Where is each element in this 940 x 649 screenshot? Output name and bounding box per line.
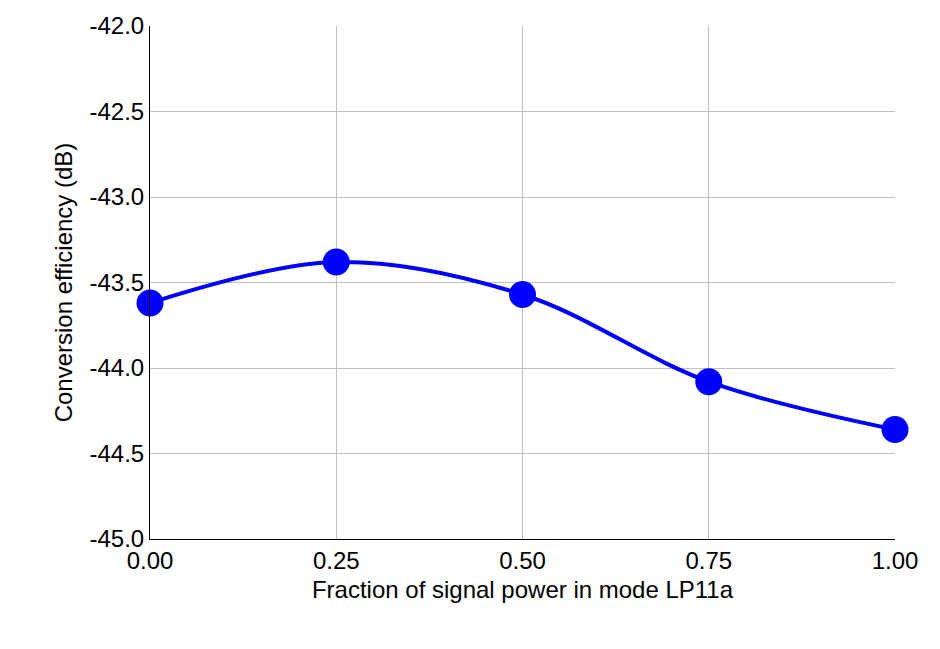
svg-text:-43.0: -43.0: [89, 183, 144, 210]
svg-text:0.50: 0.50: [499, 547, 546, 574]
svg-text:-42.5: -42.5: [89, 98, 144, 125]
svg-text:-42.0: -42.0: [89, 12, 144, 39]
svg-text:-44.5: -44.5: [89, 440, 144, 467]
svg-text:-44.0: -44.0: [89, 354, 144, 381]
svg-text:Conversion efficiency (dB): Conversion efficiency (dB): [50, 143, 77, 423]
svg-text:Fraction of signal power in mo: Fraction of signal power in mode LP11a: [312, 576, 734, 603]
svg-text:-43.5: -43.5: [89, 269, 144, 296]
svg-text:0.25: 0.25: [313, 547, 360, 574]
svg-text:0.00: 0.00: [127, 547, 174, 574]
svg-text:-45.0: -45.0: [89, 525, 144, 552]
svg-text:0.75: 0.75: [685, 547, 732, 574]
svg-text:1.00: 1.00: [872, 547, 919, 574]
